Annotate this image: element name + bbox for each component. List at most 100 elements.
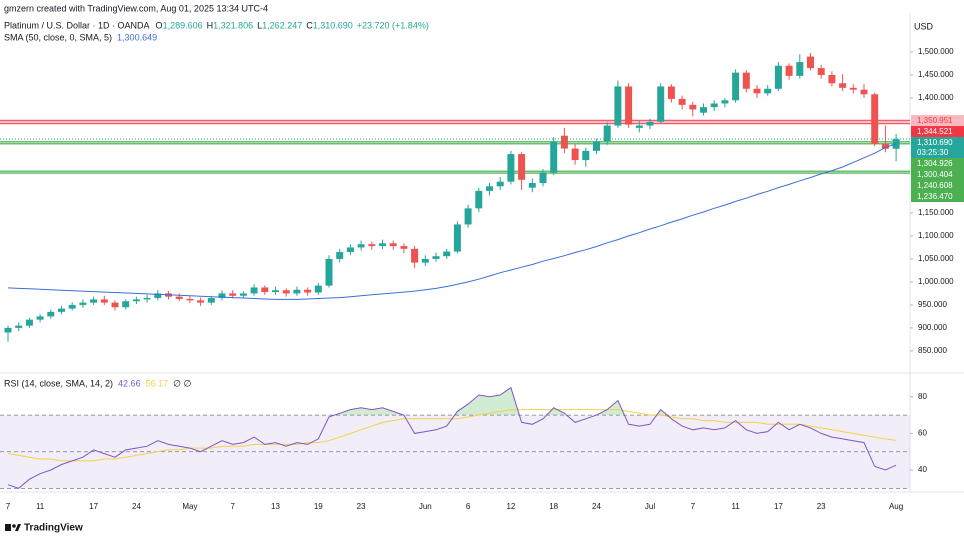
candle-body [314, 285, 322, 293]
candle-body [58, 308, 65, 312]
logo-mark [5, 524, 11, 531]
ohlc-key: L [257, 20, 262, 30]
brand: TradingView [24, 523, 83, 534]
candle-body [421, 258, 429, 263]
candle-body [15, 325, 23, 328]
sma-legend: SMA (50, close, 0, SMA, 5) [4, 32, 112, 42]
y-tick-label: 950.000 [918, 300, 947, 309]
candle-body [496, 181, 504, 187]
price-label-box [911, 115, 964, 127]
y-tick-label: 1,100.000 [918, 231, 954, 240]
price-label: 1,236.470 [917, 192, 953, 201]
candle-body [700, 107, 707, 113]
candle-body [571, 148, 579, 161]
candle-body [582, 150, 590, 161]
y-tick-label: 1,050.000 [918, 254, 954, 263]
candle-body [304, 289, 312, 293]
candle-body [539, 172, 547, 184]
candle-body [785, 65, 793, 76]
candle-body [154, 293, 162, 299]
candle-body [325, 258, 333, 286]
x-tick-label: 13 [271, 502, 280, 511]
x-tick-label: 7 [230, 502, 235, 511]
candle-body [186, 298, 194, 301]
candle-body [742, 72, 750, 89]
candle-body [464, 208, 472, 225]
y-tick-label: 1,500.000 [918, 47, 954, 56]
candle-body [272, 290, 279, 293]
candle-body [635, 125, 643, 128]
price-label-box [911, 191, 964, 203]
currency: USD [914, 21, 934, 31]
candle-body [453, 224, 461, 252]
y-tick-label: 900.000 [918, 323, 947, 332]
candle-body [132, 299, 140, 302]
candle-body [400, 246, 408, 249]
candle-body [593, 141, 600, 151]
x-tick-label: Jul [645, 502, 655, 511]
candle-body [197, 300, 205, 303]
candle-body [528, 183, 536, 188]
candle-body [860, 89, 868, 95]
x-tick-label: May [182, 502, 197, 511]
candle-body [357, 244, 365, 248]
candle-body [79, 302, 87, 305]
candle-body [817, 68, 825, 75]
candle-body [678, 98, 686, 105]
level-band [0, 141, 910, 144]
x-tick-label: 7 [6, 502, 11, 511]
candle-body [175, 296, 183, 299]
candle-body [336, 252, 344, 259]
sma-line [7, 143, 897, 300]
candle-body [218, 293, 226, 299]
credit: gmzern created with TradingView.com, Aug… [4, 3, 268, 13]
x-tick-label: 12 [506, 502, 515, 511]
x-tick-label: 19 [314, 502, 323, 511]
candle-body [507, 154, 515, 182]
candle-body [293, 289, 301, 294]
ohlc-key: O [156, 20, 163, 30]
ohlc-value: 1,262.247 [262, 20, 302, 30]
candle-body [560, 135, 568, 149]
symbol: Platinum / U.S. Dollar · 1D · OANDA [4, 20, 150, 30]
candle-body [229, 293, 237, 296]
candle-body [732, 72, 740, 101]
ohlc-value: 1,321.806 [213, 20, 253, 30]
candle-body [614, 86, 622, 126]
candle-body [143, 298, 151, 300]
x-tick-label: 7 [691, 502, 696, 511]
candle-body [122, 301, 130, 308]
rsi-value: 42.66 [118, 378, 141, 388]
candle-body [239, 293, 247, 296]
rsi-ma-value: 56.17 [146, 378, 169, 388]
candle-body [753, 88, 761, 94]
candle-body [881, 143, 889, 149]
candle-body [689, 104, 697, 110]
x-tick-label: 24 [592, 502, 601, 511]
candle-body [518, 154, 526, 180]
brand-logo: TradingView [5, 523, 83, 534]
candle-body [721, 100, 729, 104]
candle-body [807, 56, 814, 69]
countdown: 03:25:30 [917, 148, 949, 157]
candle-body [764, 88, 772, 94]
candle-body [871, 94, 879, 144]
rsi-overbought-fill [334, 387, 668, 416]
candle-body [25, 319, 33, 326]
candle-body [261, 287, 269, 293]
candle-body [111, 302, 119, 308]
candle-body [207, 298, 215, 303]
logo-mark [15, 524, 21, 531]
price-label: 1,350.951 [917, 116, 953, 125]
price-label: 1,240.608 [917, 181, 953, 190]
candle-body [603, 125, 611, 142]
x-tick-label: 6 [466, 502, 471, 511]
candle-body [443, 251, 451, 257]
candle-body [389, 243, 397, 247]
rsi-tick-label: 80 [918, 392, 927, 401]
candle-body [774, 65, 782, 89]
y-tick-label: 1,400.000 [918, 93, 954, 102]
candle-body [346, 247, 354, 253]
candle-body [475, 190, 483, 209]
